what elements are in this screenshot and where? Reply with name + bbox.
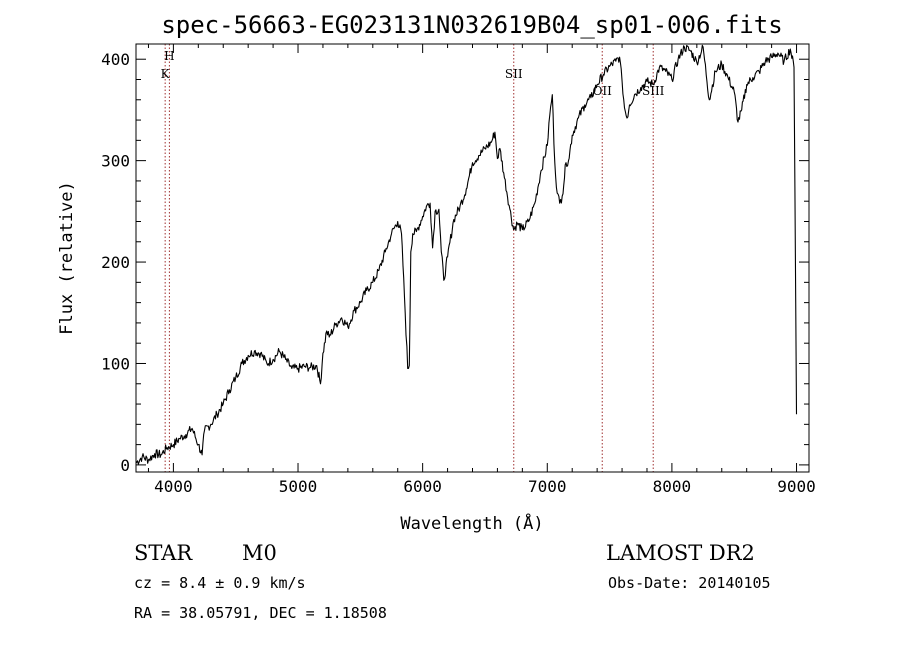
x-tick-label: 7000 [528, 477, 567, 496]
x-tick-label: 8000 [653, 477, 692, 496]
ra-dec: RA = 38.05791, DEC = 1.18508 [134, 604, 387, 622]
marker-label-sii: SII [505, 67, 523, 81]
marker-label-k: K [161, 67, 171, 81]
obs-date: Obs-Date: 20140105 [608, 574, 771, 592]
x-tick-label: 6000 [403, 477, 442, 496]
redshift-cz: cz = 8.4 ± 0.9 km/s [134, 574, 306, 592]
y-axis-label: Flux (relative) [57, 181, 77, 335]
x-tick-label: 4000 [154, 477, 193, 496]
object-subclass: M0 [242, 541, 277, 565]
y-tick-label: 300 [101, 152, 130, 171]
survey-name: LAMOST DR2 [606, 541, 755, 565]
y-tick-label: 0 [120, 456, 130, 475]
object-class: STAR [134, 541, 193, 565]
marker-label-h: H [164, 49, 174, 63]
line-markers: KH SII OII SIII [161, 44, 665, 472]
x-tick-label: 5000 [279, 477, 318, 496]
y-tick-label: 400 [101, 50, 130, 69]
x-axis-ticks: 4000 5000 6000 7000 8000 9000 [147, 44, 816, 496]
y-axis-ticks: 0 100 200 300 400 [101, 50, 809, 475]
marker-label-oii: OII [593, 84, 613, 98]
x-axis-label: Wavelength (Å) [400, 512, 543, 534]
marker-label-siii: SIII [642, 84, 665, 98]
chart-title: spec-56663-EG023131N032619B04_sp01-006.f… [161, 11, 782, 39]
y-tick-label: 200 [101, 253, 130, 272]
x-tick-label: 9000 [777, 477, 816, 496]
spectrum-series-line [135, 44, 798, 465]
plot-frame [135, 43, 810, 473]
y-tick-label: 100 [101, 354, 130, 373]
